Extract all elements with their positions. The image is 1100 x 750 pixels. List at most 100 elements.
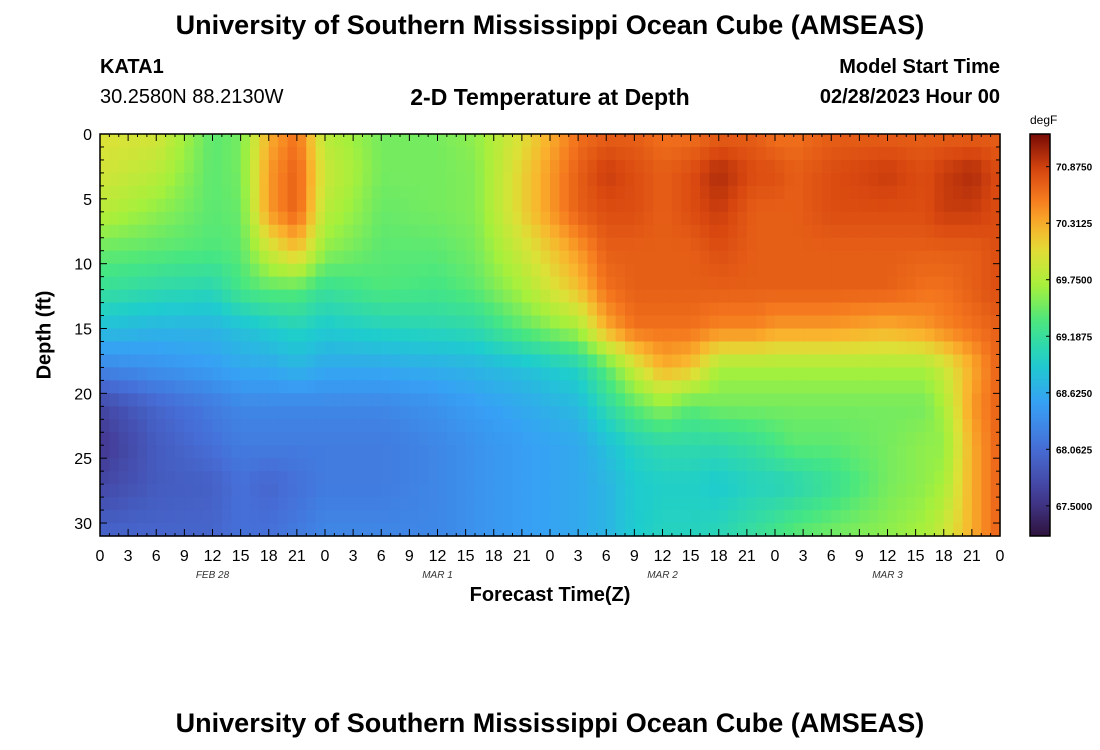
heatmap-cell — [221, 393, 232, 407]
heatmap-cell — [653, 341, 664, 356]
heatmap-cell — [203, 211, 214, 226]
heatmap-cell — [137, 523, 148, 537]
heatmap-cell — [775, 276, 785, 291]
heatmap-cell — [203, 484, 214, 498]
heatmap-cell — [418, 445, 429, 459]
heatmap-cell — [250, 510, 260, 524]
heatmap-cell — [390, 471, 401, 485]
heatmap-cell — [203, 276, 214, 291]
heatmap-cell — [878, 328, 889, 343]
heatmap-cell — [381, 198, 392, 213]
heatmap-cell — [409, 159, 420, 174]
x-tick-label: 6 — [152, 548, 161, 565]
heatmap-cell — [484, 354, 495, 369]
heatmap-cell — [100, 510, 110, 524]
heatmap-cell — [728, 380, 739, 394]
heatmap-cell — [362, 134, 373, 148]
heatmap-cell — [278, 134, 289, 148]
heatmap-cell — [568, 328, 579, 343]
heatmap-cell — [221, 276, 232, 291]
heatmap-cell — [221, 367, 232, 381]
heatmap-cell — [212, 250, 223, 265]
heatmap-cell — [709, 134, 720, 148]
heatmap-cell — [418, 263, 429, 278]
heatmap-cell — [287, 354, 298, 369]
heatmap-cell — [765, 211, 776, 226]
heatmap-cell — [343, 159, 354, 174]
heatmap-cell — [400, 211, 410, 226]
heatmap-cell — [803, 250, 814, 265]
heatmap-cell — [437, 315, 448, 330]
heatmap-cell — [606, 250, 617, 265]
heatmap-cell — [718, 211, 729, 226]
heatmap-cell — [943, 302, 954, 317]
heatmap-cell — [971, 341, 982, 356]
heatmap-cell — [512, 471, 523, 485]
heatmap-cell — [231, 380, 242, 394]
heatmap-cell — [362, 380, 373, 394]
heatmap-cell — [409, 419, 420, 433]
heatmap-cell — [531, 445, 542, 459]
heatmap-cell — [587, 237, 598, 252]
heatmap-cell — [718, 302, 729, 317]
heatmap-cell — [428, 211, 439, 226]
heatmap-cell — [268, 250, 279, 265]
heatmap-cell — [503, 146, 514, 161]
heatmap-cell — [268, 445, 279, 459]
heatmap-cell — [943, 497, 954, 511]
heatmap-cell — [446, 263, 457, 278]
heatmap-cell — [840, 380, 851, 394]
heatmap-cell — [831, 172, 842, 187]
heatmap-cell — [437, 172, 448, 187]
heatmap-cell — [718, 523, 729, 537]
heatmap-cell — [662, 172, 673, 187]
heatmap-cell — [962, 484, 973, 498]
heatmap-cell — [906, 276, 917, 291]
heatmap-cell — [268, 354, 279, 369]
heatmap-cell — [240, 263, 251, 278]
heatmap-cell — [193, 393, 204, 407]
heatmap-cell — [475, 432, 485, 446]
heatmap-cell — [306, 432, 317, 446]
heatmap-cell — [315, 510, 326, 524]
heatmap-cell — [737, 367, 748, 381]
heatmap-cell — [615, 211, 626, 226]
heatmap-cell — [193, 484, 204, 498]
heatmap-cell — [700, 445, 710, 459]
heatmap-cell — [681, 445, 692, 459]
heatmap-cell — [362, 289, 373, 304]
heatmap-cell — [156, 198, 167, 213]
heatmap-cell — [821, 445, 832, 459]
heatmap-cell — [756, 471, 767, 485]
heatmap-cell — [793, 146, 804, 161]
heatmap-cell — [803, 185, 814, 200]
heatmap-cell — [653, 224, 664, 239]
heatmap-cell — [203, 458, 214, 472]
heatmap-cell — [446, 367, 457, 381]
heatmap-cell — [821, 237, 832, 252]
heatmap-cell — [250, 185, 260, 200]
heatmap-cell — [746, 185, 757, 200]
heatmap-cell — [681, 328, 692, 343]
heatmap-cell — [793, 406, 804, 420]
heatmap-cell — [925, 211, 935, 226]
heatmap-cell — [371, 380, 382, 394]
heatmap-cell — [971, 276, 982, 291]
heatmap-cell — [118, 237, 129, 252]
heatmap-cell — [503, 237, 514, 252]
heatmap-cell — [568, 146, 579, 161]
heatmap-cell — [343, 237, 354, 252]
heatmap-cell — [878, 315, 889, 330]
heatmap-cell — [981, 432, 992, 446]
heatmap-cell — [315, 419, 326, 433]
heatmap-cell — [268, 523, 279, 537]
heatmap-cell — [334, 185, 345, 200]
heatmap-cell — [250, 380, 260, 394]
heatmap-cell — [550, 250, 560, 265]
heatmap-cell — [812, 263, 823, 278]
heatmap-cell — [878, 510, 889, 524]
heatmap-cell — [756, 445, 767, 459]
heatmap-cell — [212, 497, 223, 511]
heatmap-cell — [250, 471, 260, 485]
heatmap-cell — [362, 471, 373, 485]
